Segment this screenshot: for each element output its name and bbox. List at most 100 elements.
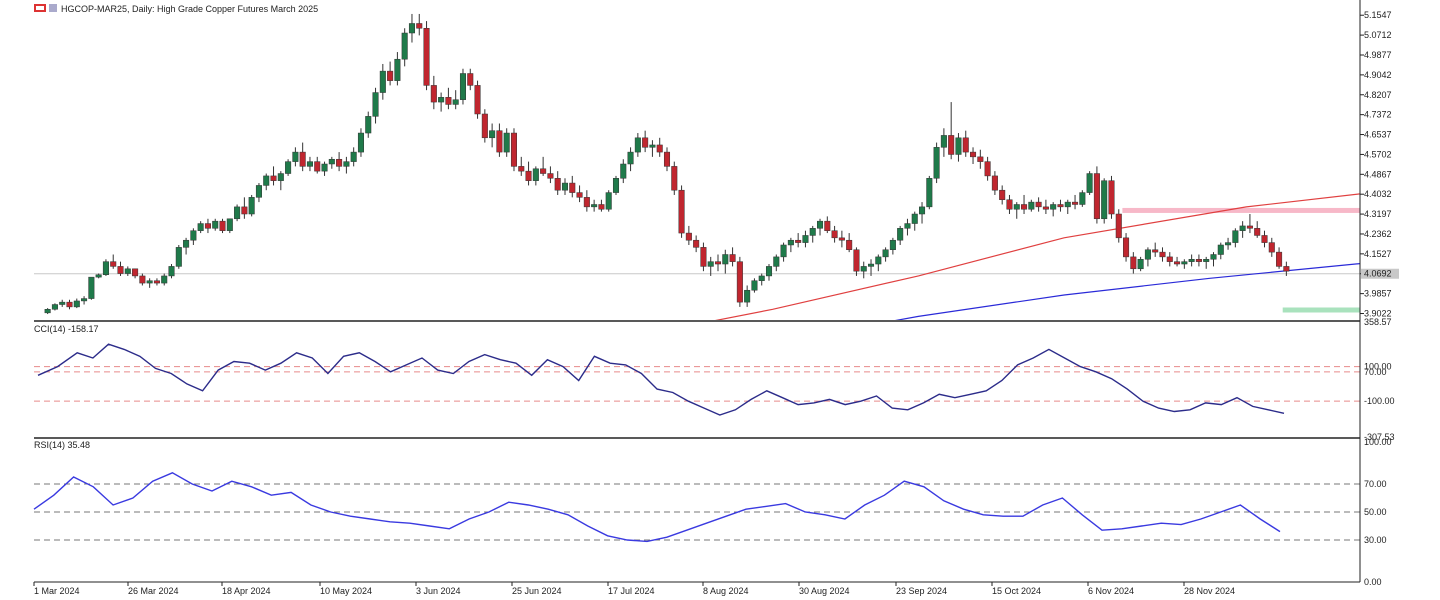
x-tick-label: 17 Jul 2024 bbox=[608, 586, 655, 596]
x-axis: 1 Mar 2024 26 Mar 2024 18 Apr 2024 10 May 2… bbox=[33, 582, 1235, 596]
candle-body bbox=[234, 206, 241, 220]
candle-body bbox=[933, 147, 940, 179]
candle-body bbox=[824, 220, 831, 231]
x-tick-label: 30 Aug 2024 bbox=[799, 586, 850, 596]
candle-body bbox=[1006, 199, 1013, 210]
ma-red-line bbox=[715, 193, 1360, 320]
candle-body bbox=[1195, 259, 1202, 262]
candle-body bbox=[44, 309, 51, 314]
candle-body bbox=[744, 289, 751, 303]
candle-body bbox=[336, 158, 343, 167]
rsi-tick-label: 30.00 bbox=[1364, 535, 1387, 545]
candle-body bbox=[1093, 173, 1100, 220]
candle-body bbox=[452, 99, 459, 105]
price-tick-label: 4.1527 bbox=[1364, 249, 1392, 259]
flag-icon bbox=[49, 4, 57, 12]
price-tick-label: 3.9022 bbox=[1364, 309, 1392, 319]
candle-body bbox=[204, 223, 211, 229]
candle-body bbox=[1166, 256, 1173, 262]
candle-body bbox=[1174, 261, 1181, 265]
candle-body bbox=[1137, 259, 1144, 270]
candle-body bbox=[285, 161, 292, 174]
candle-body bbox=[401, 32, 408, 60]
candle-body bbox=[1021, 204, 1028, 210]
price-tick-label: 4.8207 bbox=[1364, 90, 1392, 100]
candle-body bbox=[365, 116, 372, 134]
candle-body bbox=[940, 135, 947, 148]
x-tick-label: 15 Oct 2024 bbox=[992, 586, 1041, 596]
candle-body bbox=[1108, 180, 1115, 215]
candle-body bbox=[700, 247, 707, 267]
cci-tick-label: 358.57 bbox=[1364, 317, 1392, 327]
ma-blue-line bbox=[894, 263, 1360, 320]
candle-body bbox=[132, 268, 139, 277]
candle-body bbox=[685, 232, 692, 241]
candle-body bbox=[889, 239, 896, 250]
candle-body bbox=[962, 137, 969, 153]
candle-body bbox=[408, 23, 415, 34]
candle-body bbox=[1181, 261, 1188, 265]
candle-body bbox=[620, 163, 627, 179]
candle-body bbox=[1042, 206, 1049, 210]
candle-body bbox=[263, 175, 270, 186]
candle-body bbox=[999, 189, 1006, 200]
candle-body bbox=[1225, 242, 1232, 246]
price-tick-label: 4.3197 bbox=[1364, 209, 1392, 219]
candle-body bbox=[1203, 259, 1210, 262]
candle-body bbox=[1217, 244, 1224, 255]
candle-body bbox=[306, 161, 313, 167]
rsi-line bbox=[33, 472, 1281, 543]
candle-body bbox=[1079, 192, 1086, 205]
candle-body bbox=[1246, 225, 1253, 229]
x-tick-label: 8 Aug 2024 bbox=[703, 586, 749, 596]
candle-body bbox=[561, 182, 569, 191]
cci-line bbox=[37, 343, 1285, 416]
chart-title: HGCOP-MAR25, Daily: High Grade Copper Fu… bbox=[61, 4, 318, 14]
candle-body bbox=[707, 261, 714, 267]
candle-body bbox=[394, 58, 401, 81]
candle-body bbox=[838, 237, 845, 241]
candle-body bbox=[1232, 230, 1239, 243]
price-tick-label: 4.4032 bbox=[1364, 189, 1392, 199]
x-tick-label: 26 Mar 2024 bbox=[128, 586, 179, 596]
candle-body bbox=[714, 261, 722, 265]
candle-body bbox=[831, 230, 838, 239]
candle-body bbox=[525, 170, 532, 181]
candle-body bbox=[241, 206, 248, 215]
candle-body bbox=[270, 175, 277, 181]
rsi-tick-label: 50.00 bbox=[1364, 507, 1387, 517]
candle-body bbox=[1072, 201, 1079, 205]
candle-body bbox=[292, 151, 299, 162]
candle-body bbox=[1064, 201, 1071, 208]
candle-body bbox=[671, 166, 678, 191]
candle-body bbox=[146, 280, 153, 284]
price-tick-label: 4.4867 bbox=[1364, 169, 1392, 179]
candle-body bbox=[321, 163, 328, 172]
cci-tick-label: -100.00 bbox=[1364, 396, 1395, 406]
symbol-icon-inner bbox=[36, 6, 44, 10]
candle-body bbox=[751, 280, 758, 291]
candle-body bbox=[219, 220, 226, 231]
candle-body bbox=[255, 185, 262, 198]
candle-body bbox=[809, 228, 816, 236]
candle-body bbox=[882, 249, 889, 258]
candle-body bbox=[190, 230, 197, 241]
candle-body bbox=[51, 304, 58, 310]
candle-body bbox=[379, 70, 386, 93]
candle-body bbox=[518, 166, 525, 172]
candle-body bbox=[445, 97, 452, 105]
candle-body bbox=[612, 178, 620, 193]
candle-body bbox=[911, 213, 918, 224]
candle-body bbox=[547, 173, 554, 179]
price-tick-label: 4.9877 bbox=[1364, 50, 1392, 60]
candle-body bbox=[212, 220, 219, 229]
candle-body bbox=[496, 130, 503, 153]
candle-body bbox=[1268, 242, 1275, 253]
x-tick-label: 3 Jun 2024 bbox=[416, 586, 461, 596]
x-tick-label: 10 May 2024 bbox=[320, 586, 372, 596]
candle-body bbox=[1013, 204, 1020, 210]
candle-body bbox=[81, 298, 88, 302]
candle-body bbox=[948, 135, 955, 155]
